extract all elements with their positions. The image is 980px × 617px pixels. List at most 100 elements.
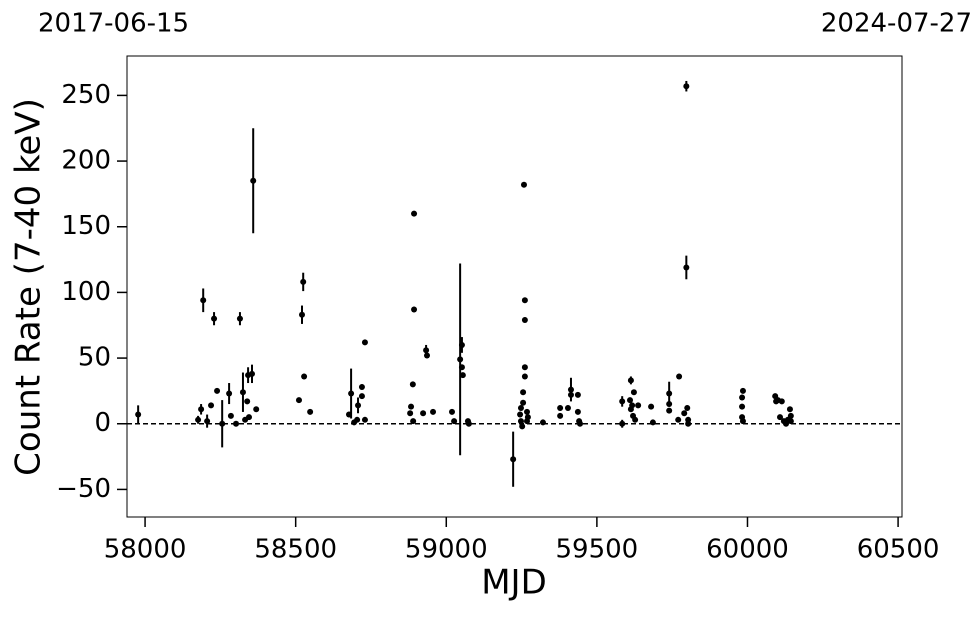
- data-point: [465, 420, 472, 427]
- data-point: [520, 181, 527, 188]
- data-point: [787, 418, 794, 425]
- data-point: [778, 398, 785, 405]
- data-point: [253, 406, 260, 413]
- data-point: [629, 402, 636, 409]
- data-point: [355, 402, 362, 409]
- data-point: [649, 419, 656, 426]
- data-point: [521, 364, 528, 371]
- data-point: [675, 416, 682, 423]
- data-point: [411, 306, 418, 313]
- x-tick-label: 59000: [405, 535, 488, 565]
- x-tick-label: 58500: [254, 535, 337, 565]
- data-point: [348, 390, 355, 397]
- data-point: [200, 297, 207, 304]
- plot-frame: [126, 55, 903, 518]
- data-point: [198, 406, 205, 413]
- y-tick-label: 250: [61, 80, 111, 110]
- data-point: [777, 414, 784, 421]
- data-point: [424, 352, 430, 359]
- data-point: [245, 414, 252, 421]
- data-point: [195, 416, 202, 423]
- data-point: [619, 398, 626, 405]
- data-point: [619, 420, 626, 427]
- data-point: [521, 316, 528, 323]
- data-point: [630, 389, 637, 396]
- data-point: [683, 83, 690, 90]
- data-point: [358, 393, 365, 400]
- top-left-date: 2017-06-15: [38, 9, 189, 39]
- data-point: [786, 406, 793, 413]
- data-point: [250, 177, 257, 184]
- data-point: [521, 373, 528, 380]
- data-point: [739, 418, 746, 425]
- data-point: [567, 386, 574, 393]
- x-tick-label: 60000: [706, 535, 789, 565]
- data-point: [299, 311, 305, 318]
- data-point: [520, 389, 527, 396]
- y-tick-label: 200: [61, 146, 111, 176]
- data-point: [635, 402, 642, 409]
- data-point: [458, 364, 465, 371]
- data-point: [227, 412, 234, 419]
- data-point: [211, 315, 218, 322]
- data-point: [449, 408, 455, 415]
- data-point: [295, 397, 302, 404]
- data-point: [420, 410, 427, 417]
- data-point: [685, 420, 692, 427]
- data-point: [577, 420, 584, 427]
- data-point: [249, 370, 255, 377]
- top-right-date: 2024-07-27: [821, 9, 972, 39]
- data-point: [204, 418, 211, 425]
- data-point: [574, 408, 581, 415]
- data-point: [459, 372, 466, 379]
- data-point: [214, 387, 221, 394]
- data-point: [236, 315, 243, 322]
- data-point: [524, 408, 530, 415]
- data-point: [557, 412, 564, 419]
- data-point: [408, 403, 415, 410]
- data-point: [510, 456, 517, 463]
- data-point: [354, 416, 361, 423]
- data-point: [567, 391, 574, 398]
- data-point: [520, 399, 527, 406]
- data-point: [226, 390, 233, 397]
- y-axis-label: Count Rate (7-40 keV): [9, 98, 49, 476]
- data-point: [666, 390, 673, 397]
- data-point: [135, 411, 142, 418]
- data-point: [423, 347, 430, 354]
- data-point: [676, 373, 683, 380]
- data-point: [574, 391, 581, 398]
- data-point: [684, 404, 691, 411]
- data-point: [409, 381, 416, 388]
- data-point: [407, 410, 414, 417]
- y-tick-label: 100: [61, 277, 111, 307]
- data-point: [564, 404, 571, 411]
- data-point: [219, 420, 226, 427]
- data-point: [410, 418, 417, 425]
- data-point: [233, 420, 240, 427]
- data-point: [517, 418, 524, 425]
- x-axis-label: MJD: [481, 563, 547, 603]
- data-point: [524, 418, 530, 425]
- data-point: [361, 416, 368, 423]
- data-point: [666, 401, 673, 408]
- data-point: [517, 404, 524, 411]
- y-tick-label: 50: [78, 343, 111, 373]
- data-point: [521, 297, 528, 304]
- y-tick-label: 0: [94, 408, 111, 438]
- data-point: [666, 407, 673, 414]
- data-point: [681, 410, 688, 417]
- data-point: [517, 411, 524, 418]
- data-point: [208, 402, 215, 409]
- data-point: [411, 210, 418, 217]
- data-point: [307, 408, 314, 415]
- data-point: [300, 278, 307, 285]
- data-point: [632, 416, 639, 423]
- data-point: [739, 394, 746, 401]
- data-point: [739, 387, 746, 394]
- x-tick-label: 58000: [104, 535, 187, 565]
- data-point: [683, 264, 690, 271]
- data-point: [739, 403, 746, 410]
- data-point: [519, 423, 526, 430]
- y-tick-label: −50: [56, 474, 111, 504]
